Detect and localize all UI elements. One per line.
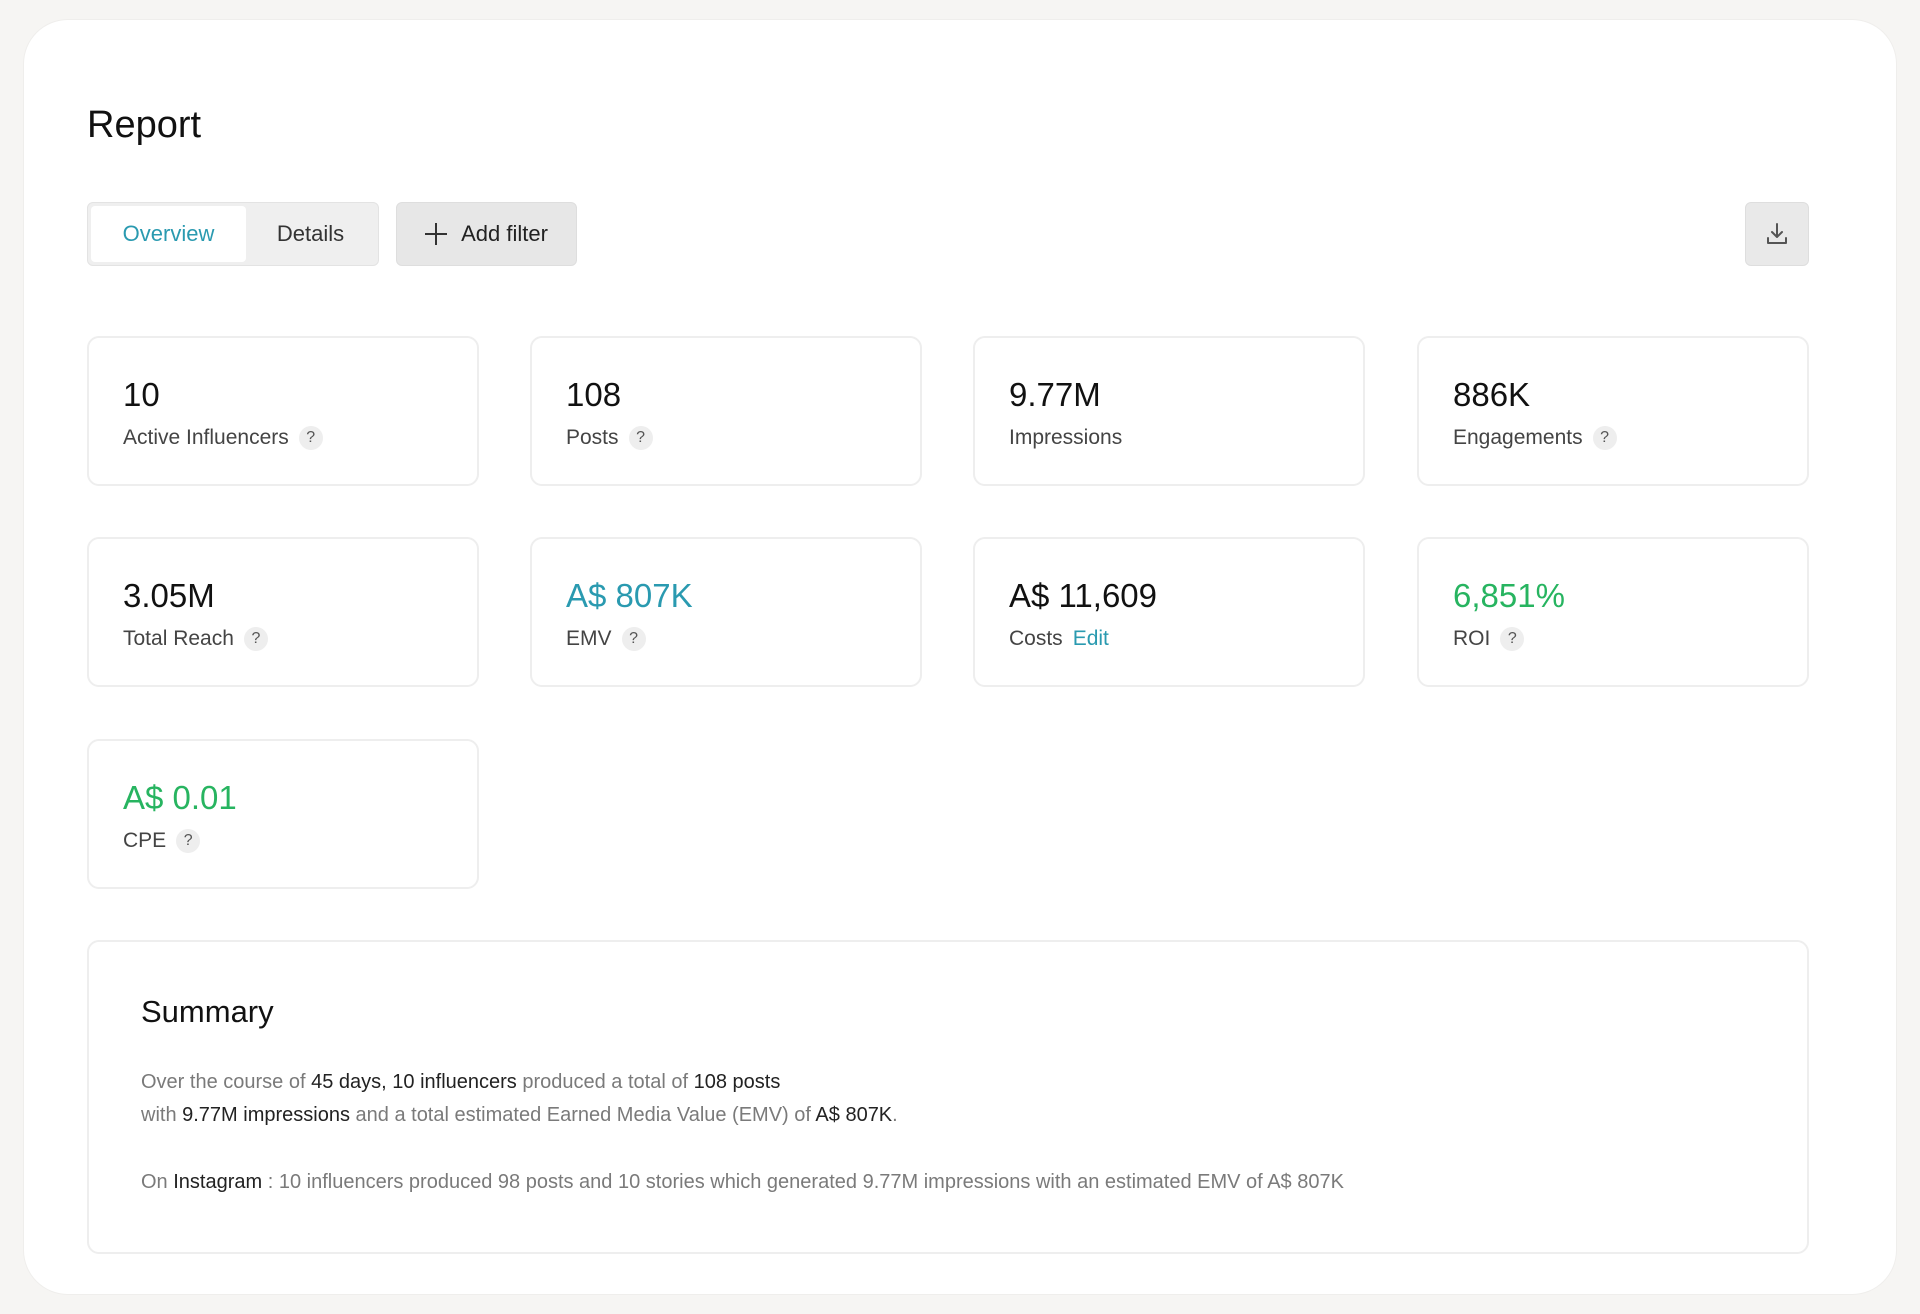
edit-costs-link[interactable]: Edit xyxy=(1072,627,1109,650)
metric-card-cpe: A$ 0.01 CPE ? xyxy=(87,739,479,889)
help-icon[interactable]: ? xyxy=(298,426,323,450)
metric-value: 3.05M xyxy=(123,577,215,614)
summary-text: produced a total of xyxy=(516,1071,694,1093)
metric-card-emv: A$ 807K EMV ? xyxy=(530,537,922,687)
metric-label: EMV xyxy=(566,627,612,650)
metric-value: 6,851% xyxy=(1453,577,1565,614)
metric-label: Total Reach xyxy=(123,627,234,650)
plus-icon xyxy=(425,223,448,245)
metric-label: ROI xyxy=(1453,627,1491,650)
metric-value: 10 xyxy=(123,376,160,413)
view-toggle: Overview Details xyxy=(87,202,379,266)
metric-value: A$ 0.01 xyxy=(123,779,237,816)
summary-separator: , xyxy=(381,1071,393,1093)
metric-value: 108 xyxy=(566,376,622,413)
add-filter-label: Add filter xyxy=(461,221,548,246)
summary-title: Summary xyxy=(141,994,274,1029)
help-icon[interactable]: ? xyxy=(628,426,653,450)
summary-posts: 108 posts xyxy=(693,1071,781,1093)
summary-line-2: with 9.77M impressions and a total estim… xyxy=(141,1099,898,1132)
summary-impressions: 9.77M impressions xyxy=(182,1104,350,1126)
summary-line-1: Over the course of 45 days, 10 influence… xyxy=(141,1066,780,1099)
help-icon[interactable]: ? xyxy=(176,829,201,853)
summary-text: . xyxy=(892,1104,898,1126)
tab-overview[interactable]: Overview xyxy=(91,206,246,262)
metric-card-active-influencers: 10 Active Influencers ? xyxy=(87,336,479,486)
metric-label: CPE xyxy=(123,829,167,852)
add-filter-button[interactable]: Add filter xyxy=(396,202,577,266)
summary-line-3: On Instagram : 10 influencers produced 9… xyxy=(141,1166,1344,1199)
metric-label: Engagements xyxy=(1453,426,1583,449)
metric-card-posts: 108 Posts ? xyxy=(530,336,922,486)
summary-platform: Instagram xyxy=(173,1171,263,1193)
metric-card-costs: A$ 11,609 Costs Edit xyxy=(973,537,1365,687)
help-icon[interactable]: ? xyxy=(1500,627,1525,651)
download-button[interactable] xyxy=(1745,202,1809,266)
metric-card-engagements: 886K Engagements ? xyxy=(1417,336,1809,486)
metric-value: 886K xyxy=(1453,376,1531,413)
metric-label: Posts xyxy=(566,426,619,449)
summary-days: 45 days xyxy=(311,1071,382,1093)
page-title: Report xyxy=(87,104,202,146)
summary-text: and a total estimated Earned Media Value… xyxy=(349,1104,816,1126)
summary-emv: A$ 807K xyxy=(815,1104,893,1126)
summary-card: Summary Over the course of 45 days, 10 i… xyxy=(87,940,1809,1254)
metric-card-impressions: 9.77M Impressions xyxy=(973,336,1365,486)
summary-text: Over the course of xyxy=(141,1071,312,1093)
metric-label: Costs xyxy=(1009,627,1063,650)
help-icon[interactable]: ? xyxy=(243,627,268,651)
metric-label: Impressions xyxy=(1009,426,1123,449)
summary-text: with xyxy=(141,1104,183,1126)
metric-label: Active Influencers xyxy=(123,426,289,449)
download-icon xyxy=(1767,223,1787,244)
metric-card-total-reach: 3.05M Total Reach ? xyxy=(87,537,479,687)
metric-value: 9.77M xyxy=(1009,376,1101,413)
metric-card-roi: 6,851% ROI ? xyxy=(1417,537,1809,687)
metric-value: A$ 807K xyxy=(566,577,693,614)
help-icon[interactable]: ? xyxy=(1592,426,1617,450)
metric-value: A$ 11,609 xyxy=(1009,577,1158,614)
summary-text: : 10 influencers produced 98 posts and 1… xyxy=(262,1171,1344,1193)
tab-details[interactable]: Details xyxy=(276,221,345,246)
summary-text: On xyxy=(141,1171,174,1193)
help-icon[interactable]: ? xyxy=(621,627,646,651)
summary-influencers: 10 influencers xyxy=(392,1071,517,1093)
